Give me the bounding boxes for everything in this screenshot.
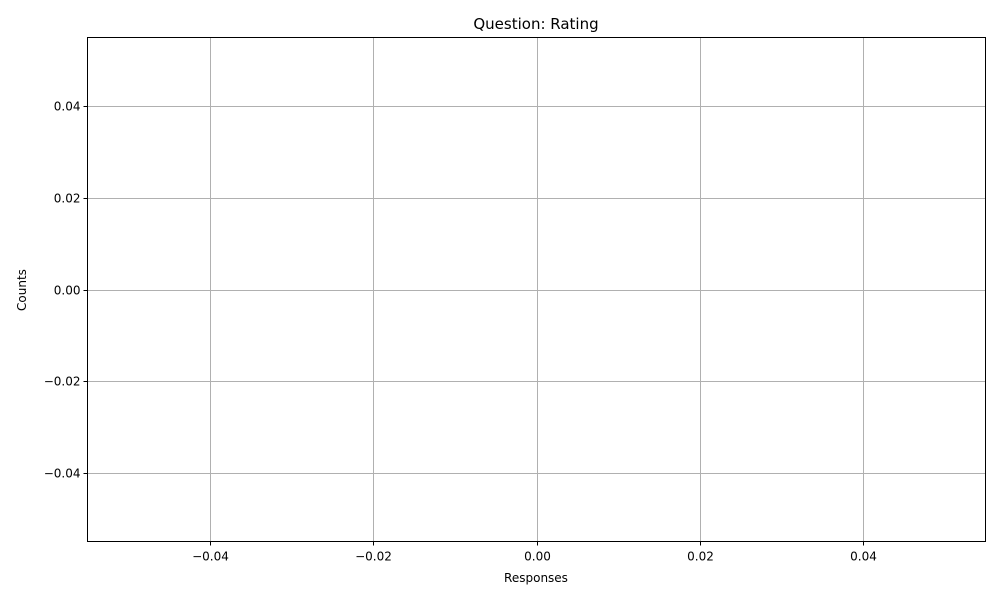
grid [87,37,986,542]
y-axis-label: Counts [15,269,29,311]
y-tick-label: −0.04 [44,467,81,481]
x-tick-label: 0.02 [687,550,714,564]
y-tick-label: 0.02 [54,192,81,206]
x-axis-label: Responses [504,571,568,585]
chart-title: Question: Rating [473,15,598,33]
y-tick-label: 0.00 [54,284,81,298]
y-tick-label: −0.02 [44,375,81,389]
x-tick-label: −0.04 [192,550,229,564]
x-tick-label: 0.04 [850,550,877,564]
plot-frame [87,37,986,542]
x-tick-label: −0.02 [355,550,392,564]
ticks: −0.04 −0.02 0.00 0.02 0.04 −0.04 −0.02 0.00 0.02… [44,100,877,564]
x-tick-label: 0.00 [524,550,551,564]
y-tick-label: 0.04 [54,100,81,114]
